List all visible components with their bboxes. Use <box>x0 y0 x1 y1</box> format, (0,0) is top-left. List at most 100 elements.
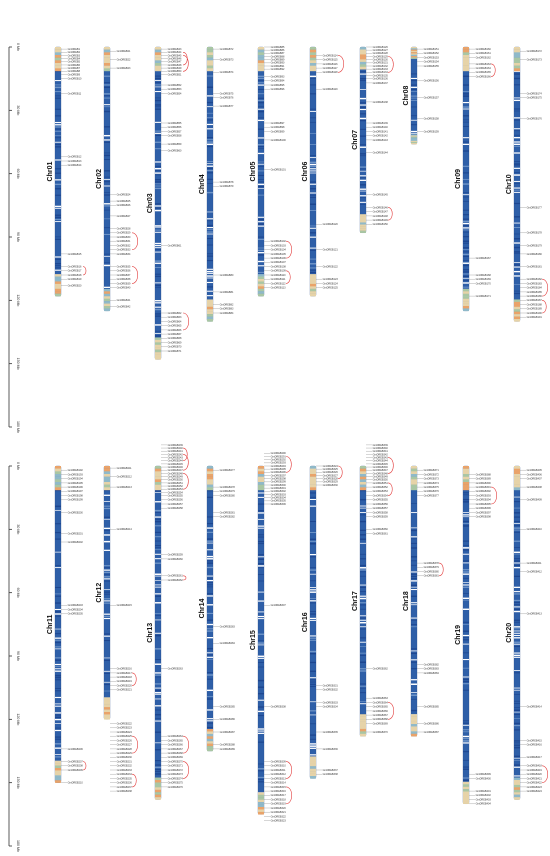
density-band <box>104 529 110 531</box>
density-band <box>310 587 316 588</box>
gene-label: GmDREB97 <box>271 122 285 125</box>
density-band <box>463 468 469 472</box>
density-band <box>514 724 520 727</box>
density-band <box>360 49 366 53</box>
density-band <box>514 757 520 759</box>
density-band <box>463 253 469 256</box>
density-band <box>463 573 469 575</box>
gene-label: GmDREB61 <box>168 244 182 247</box>
density-band <box>310 773 316 777</box>
density-band <box>463 768 469 770</box>
density-band <box>360 619 366 621</box>
density-band <box>463 101 469 104</box>
gene-label: GmDREB107 <box>271 261 287 264</box>
gene-label: GmDREB378 <box>424 562 440 565</box>
density-band <box>55 727 61 729</box>
gene-label: GmDREB414 <box>527 706 543 709</box>
density-band <box>155 634 161 637</box>
density-band <box>104 479 110 483</box>
density-band <box>104 286 110 289</box>
density-band <box>360 204 366 205</box>
density-band <box>55 84 61 86</box>
density-band <box>55 137 61 139</box>
density-band <box>104 301 110 304</box>
gene-label: GmDREB166 <box>476 75 492 78</box>
density-band <box>104 152 110 154</box>
density-band <box>155 229 161 231</box>
gene-label: GmDREB74 <box>220 71 234 74</box>
density-band <box>310 761 316 764</box>
gene-label: GmDREB129 <box>373 55 389 58</box>
gene-label: GmDREB365 <box>373 706 389 709</box>
density-band <box>207 238 213 240</box>
gene-label: GmDREB288 <box>220 744 236 747</box>
density-band <box>514 479 520 483</box>
density-band <box>207 117 213 119</box>
density-band <box>514 553 520 555</box>
density-band <box>155 91 161 93</box>
gene-label: GmDREB258 <box>168 507 184 510</box>
density-band <box>258 52 264 56</box>
gene-label: GmDREB48 <box>168 64 182 67</box>
density-band <box>463 280 469 281</box>
density-band <box>207 674 213 676</box>
density-band <box>360 512 366 514</box>
density-band <box>207 227 213 229</box>
density-band <box>258 476 264 480</box>
density-band <box>104 253 110 255</box>
gene-label: GmDREB136 <box>373 78 389 81</box>
density-band <box>55 633 61 635</box>
gene-label: GmDREB222 <box>117 722 133 725</box>
density-band <box>55 168 61 170</box>
gene-label: GmDREB295 <box>271 468 287 471</box>
density-band <box>104 49 110 53</box>
density-band <box>514 632 520 634</box>
density-band <box>360 184 366 186</box>
gene-label: GmDREB383 <box>424 668 440 671</box>
gene-label: GmDREB51 <box>168 73 182 76</box>
density-band <box>207 68 213 72</box>
density-band <box>310 543 316 545</box>
density-band <box>463 597 469 600</box>
density-band <box>514 628 520 630</box>
density-band <box>360 602 366 604</box>
gene-label: GmDREB297 <box>271 474 287 477</box>
gene-label: GmDREB68 <box>168 337 182 340</box>
density-band <box>360 51 366 55</box>
gene-label: GmDREB420 <box>527 773 543 776</box>
density-band <box>155 174 161 176</box>
density-band <box>258 591 264 593</box>
density-band <box>55 214 61 216</box>
gene-label: GmDREB245 <box>168 463 184 466</box>
density-band <box>155 536 161 538</box>
gene-label: GmDREB237 <box>117 786 133 789</box>
density-band <box>310 776 316 779</box>
gene-label: GmDREB128 <box>373 52 389 55</box>
density-band <box>258 188 264 189</box>
density-band <box>463 260 469 262</box>
gene-label: GmDREB113 <box>271 287 287 290</box>
gene-label: GmDREB100 <box>271 139 287 142</box>
gene-label: GmDREB242 <box>168 453 184 456</box>
density-band <box>514 71 520 73</box>
density-band <box>514 797 520 800</box>
density-band <box>411 542 417 544</box>
duplication-arc <box>438 562 444 577</box>
gene-label: GmDREB111 <box>271 278 286 281</box>
density-band <box>155 466 161 469</box>
duplication-arc <box>131 672 137 686</box>
density-band <box>463 547 469 549</box>
density-band <box>360 201 366 203</box>
density-band <box>155 354 161 358</box>
density-band <box>411 73 417 75</box>
density-band <box>411 714 417 717</box>
density-band <box>155 709 161 711</box>
gene-label: GmDREB331 <box>323 684 339 687</box>
density-band <box>55 756 61 758</box>
density-band <box>155 663 161 665</box>
gene-label: GmDREB325 <box>323 468 339 471</box>
density-band <box>155 260 161 262</box>
density-band <box>463 484 469 488</box>
gene-label: GmDREB198 <box>68 494 84 497</box>
density-band <box>55 586 61 588</box>
